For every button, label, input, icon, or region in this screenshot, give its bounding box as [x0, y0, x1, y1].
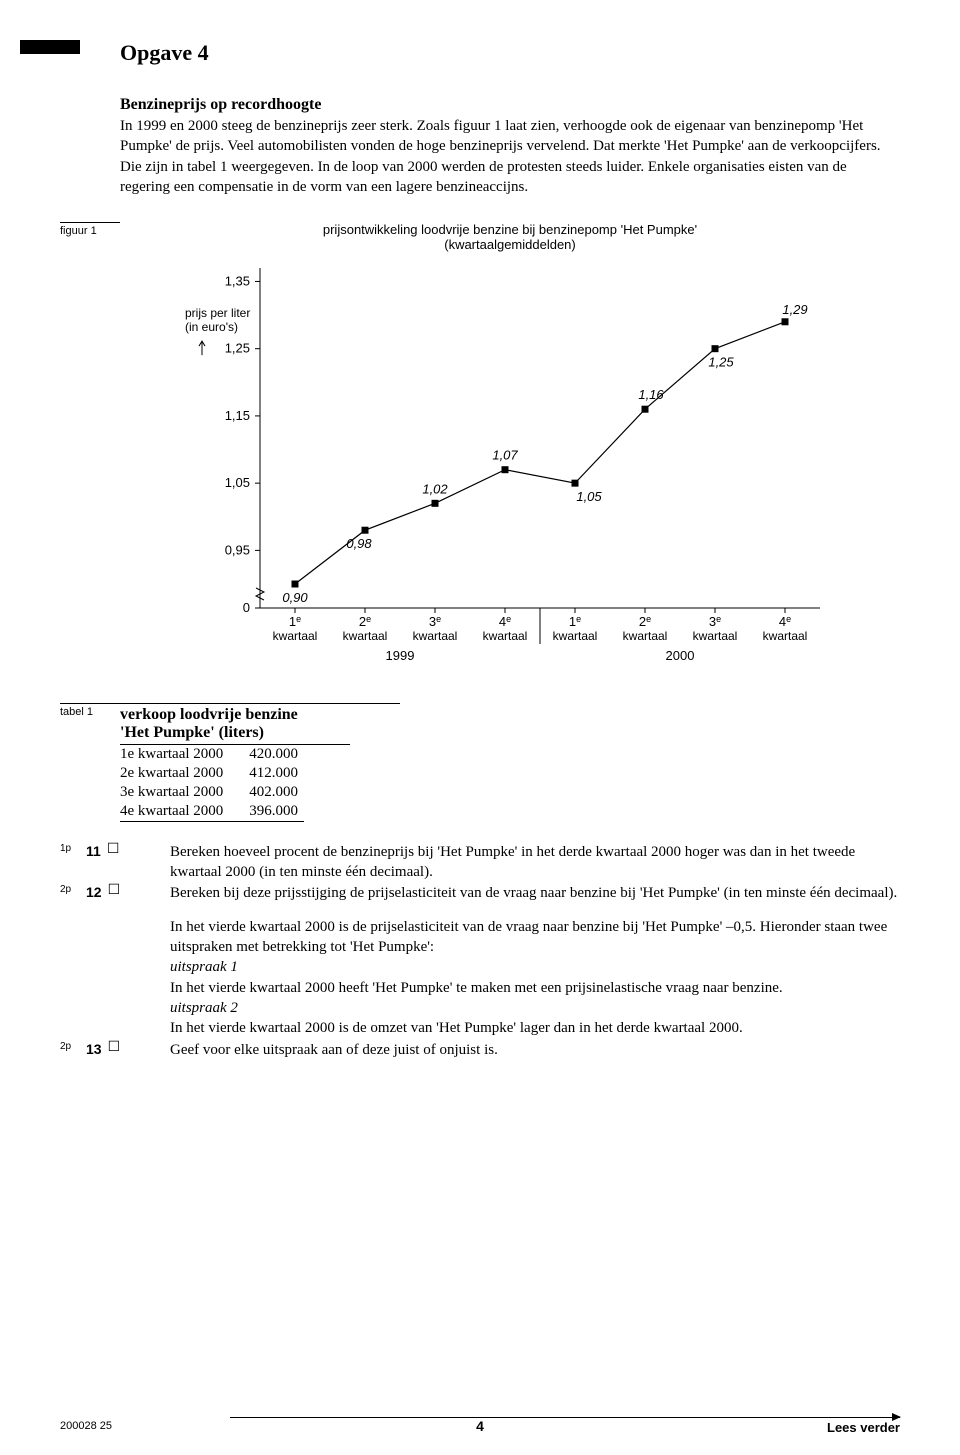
uitspraak1-text: In het vierde kwartaal 2000 heeft 'Het P… — [170, 980, 783, 996]
q12-text: Bereken bij deze prijsstijging de prijse… — [170, 883, 900, 903]
svg-text:kwartaal: kwartaal — [553, 629, 598, 643]
uitspraak2-label: uitspraak 2 — [170, 1000, 238, 1016]
q12-number: 12 — [86, 883, 102, 902]
svg-text:3e: 3e — [709, 614, 721, 629]
svg-text:kwartaal: kwartaal — [273, 629, 318, 643]
svg-text:prijs per liter: prijs per liter — [185, 306, 250, 320]
svg-text:kwartaal: kwartaal — [623, 629, 668, 643]
svg-text:1,07: 1,07 — [492, 448, 518, 463]
svg-text:0,90: 0,90 — [282, 590, 308, 605]
svg-text:1,35: 1,35 — [225, 273, 250, 288]
table-label: tabel 1 — [60, 706, 120, 718]
svg-text:2e: 2e — [639, 614, 651, 629]
table-row: 1e kwartaal 2000420.000 — [120, 745, 304, 764]
q13-points: 2p — [60, 1040, 86, 1054]
svg-text:1,16: 1,16 — [638, 387, 664, 402]
svg-text:4e: 4e — [499, 614, 511, 629]
price-chart: 0 0,95 1,05 1,15 1,25 1,35 prijs per liter(in … — [180, 258, 840, 678]
chart-title: prijsontwikkeling loodvrije benzine bij … — [323, 222, 697, 252]
question-12: 2p 12 ☐ Bereken bij deze prijsstijging d… — [60, 883, 900, 903]
svg-text:(in euro's): (in euro's) — [185, 320, 238, 334]
svg-text:1,29: 1,29 — [782, 302, 807, 317]
table-row: 2e kwartaal 2000412.000 — [120, 764, 304, 783]
page-number: 4 — [476, 1418, 484, 1434]
q11-text: Bereken hoeveel procent de benzineprijs … — [170, 842, 900, 883]
svg-text:kwartaal: kwartaal — [693, 629, 738, 643]
table-row: 3e kwartaal 2000402.000 — [120, 783, 304, 802]
svg-text:1e: 1e — [569, 614, 581, 629]
uitspraak1-label: uitspraak 1 — [170, 959, 238, 975]
svg-text:1,05: 1,05 — [576, 489, 602, 504]
checkbox-icon: ☐ — [108, 1041, 121, 1055]
checkbox-icon: ☐ — [108, 884, 121, 898]
figure-row: figuur 1 prijsontwikkeling loodvrije ben… — [60, 222, 900, 678]
figure-label: figuur 1 — [60, 225, 120, 237]
table-content: verkoop loodvrije benzine 'Het Pumpke' (… — [120, 703, 400, 822]
svg-text:1,02: 1,02 — [422, 481, 448, 496]
svg-text:1999: 1999 — [386, 648, 415, 663]
sales-table: 1e kwartaal 2000420.0002e kwartaal 20004… — [120, 745, 304, 822]
table-heading-2: 'Het Pumpke' (liters) — [120, 724, 350, 745]
svg-text:1,25: 1,25 — [225, 341, 250, 356]
table-row: tabel 1 verkoop loodvrije benzine 'Het P… — [60, 703, 900, 822]
uitspraak2-text: In het vierde kwartaal 2000 is de omzet … — [170, 1020, 743, 1036]
chart-title-line1: prijsontwikkeling loodvrije benzine bij … — [323, 222, 697, 237]
mid-p1: In het vierde kwartaal 2000 is de prijse… — [170, 919, 887, 955]
svg-text:3e: 3e — [429, 614, 441, 629]
svg-text:kwartaal: kwartaal — [763, 629, 808, 643]
svg-text:1,05: 1,05 — [225, 475, 250, 490]
svg-text:1,15: 1,15 — [225, 408, 250, 423]
svg-text:kwartaal: kwartaal — [483, 629, 528, 643]
mid-paragraph: In het vierde kwartaal 2000 is de prijse… — [170, 917, 900, 1039]
svg-text:0,98: 0,98 — [346, 536, 372, 551]
header-accent-bar — [20, 40, 80, 54]
intro-block: Benzineprijs op recordhoogte In 1999 en … — [120, 96, 900, 197]
intro-text: In 1999 en 2000 steeg de benzineprijs ze… — [120, 116, 900, 197]
opgave-title: Opgave 4 — [120, 40, 900, 66]
q13-number: 13 — [86, 1040, 102, 1059]
table-heading-1: verkoop loodvrije benzine — [120, 704, 400, 724]
intro-heading: Benzineprijs op recordhoogte — [120, 96, 900, 114]
svg-text:1e: 1e — [289, 614, 301, 629]
q12-points: 2p — [60, 883, 86, 897]
questions-block: 1p 11 ☐ Bereken hoeveel procent de benzi… — [60, 842, 900, 1061]
lees-verder: Lees verder — [827, 1420, 900, 1435]
checkbox-icon: ☐ — [107, 843, 120, 857]
question-11: 1p 11 ☐ Bereken hoeveel procent de benzi… — [60, 842, 900, 883]
question-13: 2p 13 ☐ Geef voor elke uitspraak aan of … — [60, 1040, 900, 1060]
table-row: 4e kwartaal 2000396.000 — [120, 802, 304, 822]
q11-points: 1p — [60, 842, 86, 856]
table-label-rule — [60, 703, 120, 704]
svg-text:kwartaal: kwartaal — [413, 629, 458, 643]
svg-text:2000: 2000 — [666, 648, 695, 663]
svg-text:kwartaal: kwartaal — [343, 629, 388, 643]
figure-label-rule — [60, 222, 120, 223]
q13-text: Geef voor elke uitspraak aan of deze jui… — [170, 1040, 900, 1060]
q11-number: 11 — [86, 842, 101, 861]
chart-wrap: prijsontwikkeling loodvrije benzine bij … — [120, 222, 900, 678]
svg-text:4e: 4e — [779, 614, 791, 629]
footer-arrow — [230, 1417, 900, 1418]
svg-text:2e: 2e — [359, 614, 371, 629]
svg-text:0,95: 0,95 — [225, 542, 250, 557]
chart-title-line2: (kwartaalgemiddelden) — [444, 237, 576, 252]
svg-text:1,25: 1,25 — [708, 355, 734, 370]
footer-code: 200028 25 — [60, 1420, 112, 1432]
svg-text:0: 0 — [243, 600, 250, 615]
page-footer: 200028 25 4 Lees verder — [60, 1417, 900, 1435]
